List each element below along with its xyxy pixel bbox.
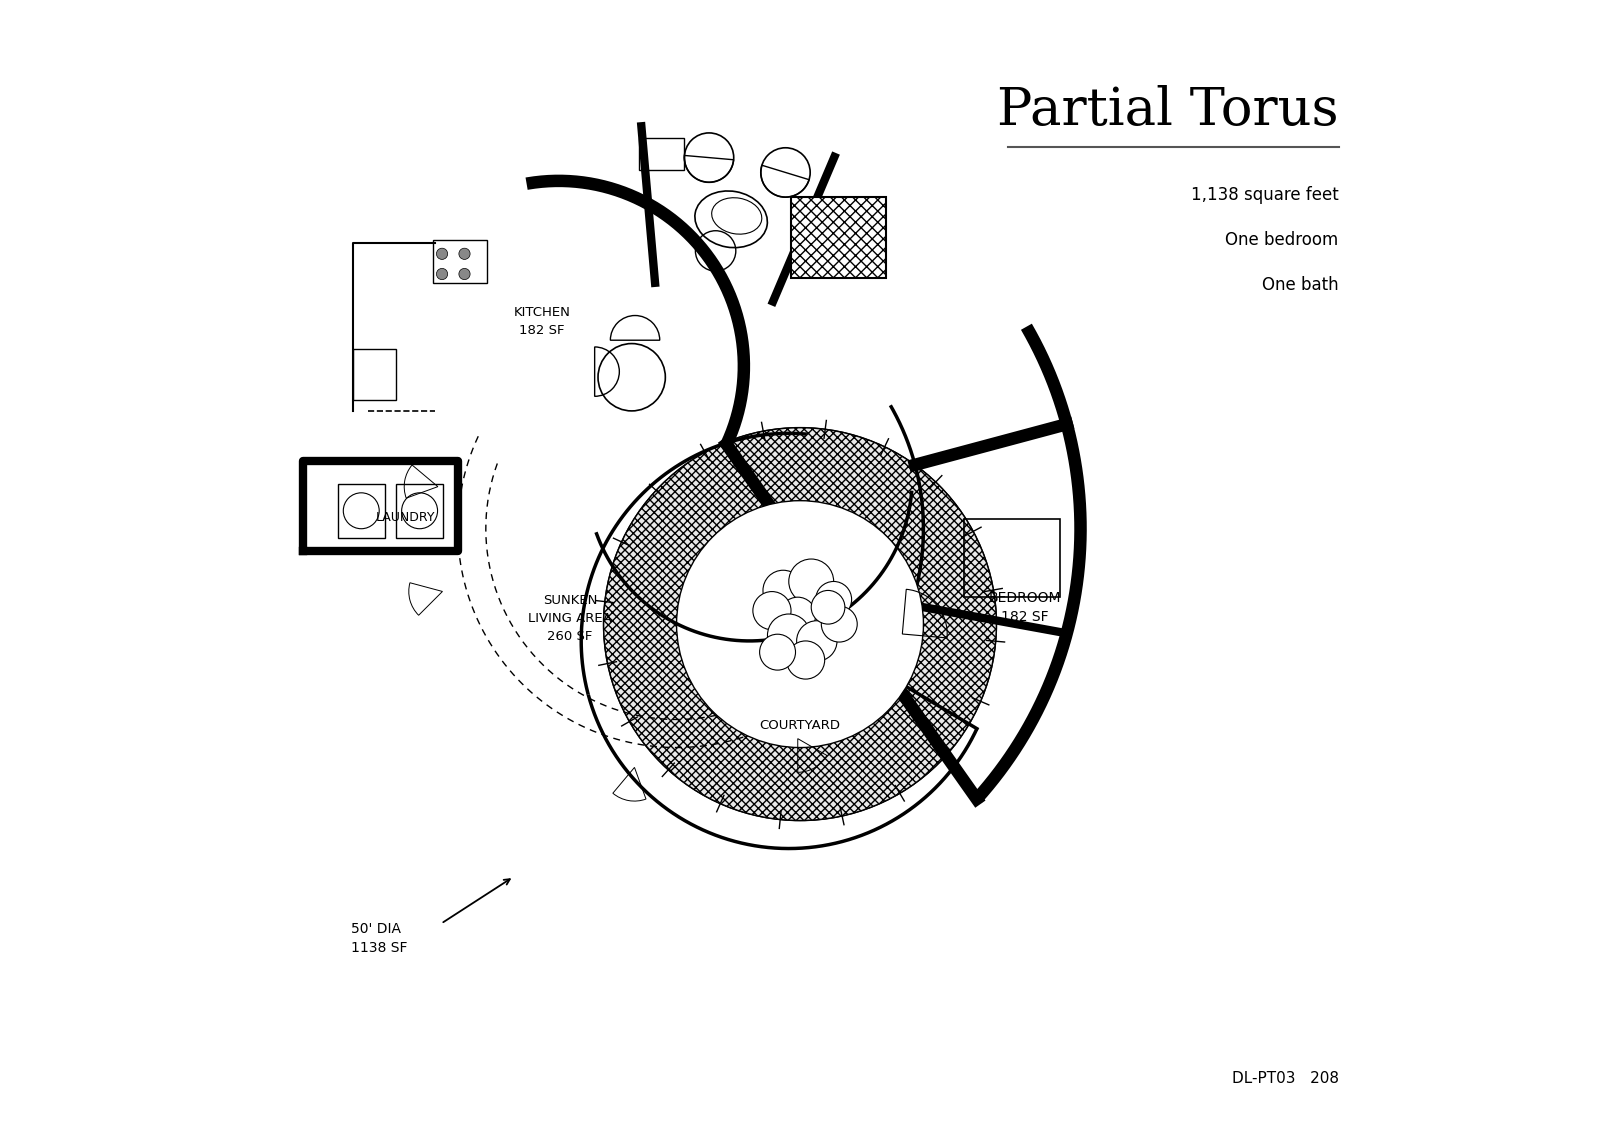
Bar [638, 139, 683, 170]
Circle shape [797, 620, 837, 661]
Text: 1,138 square feet: 1,138 square feet [1190, 186, 1339, 204]
Text: 50' DIA
1138 SF: 50' DIA 1138 SF [350, 921, 408, 955]
Circle shape [459, 248, 470, 259]
Text: COURTYARD: COURTYARD [760, 719, 840, 732]
Circle shape [821, 607, 858, 642]
Circle shape [437, 268, 448, 279]
Circle shape [603, 428, 997, 820]
Text: One bedroom: One bedroom [1226, 232, 1339, 250]
Circle shape [802, 602, 843, 642]
Circle shape [760, 634, 795, 670]
Bar [354, 349, 397, 400]
Circle shape [787, 641, 824, 679]
Bar [397, 484, 443, 537]
Text: BEDROOM
182 SF: BEDROOM 182 SF [989, 591, 1061, 624]
Circle shape [459, 268, 470, 279]
Circle shape [677, 501, 923, 747]
Circle shape [779, 598, 816, 633]
Circle shape [789, 559, 834, 604]
Text: Partial Torus: Partial Torus [997, 85, 1339, 136]
Bar [790, 198, 886, 278]
Bar [434, 241, 486, 283]
Text: DL-PT03   208: DL-PT03 208 [1232, 1071, 1339, 1086]
Text: SUNKEN
LIVING AREA
260 SF: SUNKEN LIVING AREA 260 SF [528, 594, 611, 643]
Bar [965, 519, 1059, 598]
Text: One bath: One bath [1262, 276, 1339, 294]
Circle shape [603, 428, 997, 820]
Circle shape [754, 592, 790, 629]
Circle shape [768, 613, 810, 657]
Circle shape [816, 582, 851, 617]
Text: LAUNDRY: LAUNDRY [376, 511, 435, 524]
Circle shape [763, 570, 803, 611]
Circle shape [437, 248, 448, 259]
Bar [338, 484, 386, 537]
Circle shape [811, 591, 845, 624]
Text: KITCHEN
182 SF: KITCHEN 182 SF [514, 306, 570, 336]
